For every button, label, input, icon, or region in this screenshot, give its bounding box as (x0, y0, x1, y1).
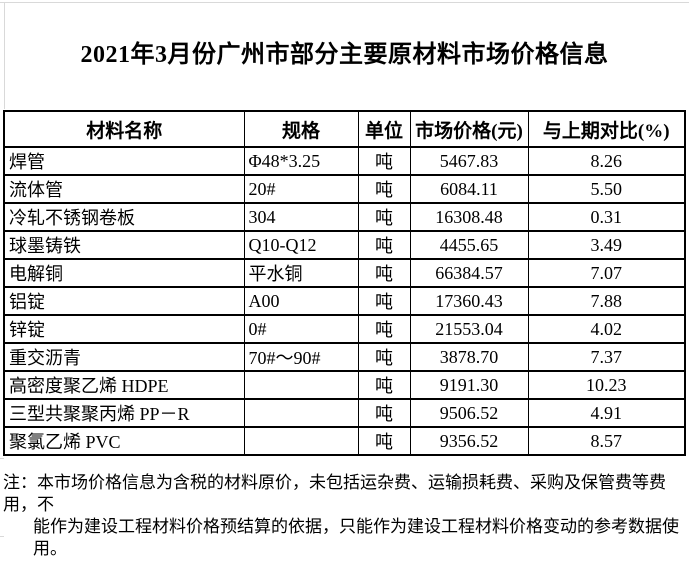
cell-material-name: 三型共聚聚丙烯 PP－R (3, 398, 245, 428)
cell-unit: 吨 (357, 174, 411, 204)
cell-price: 17360.43 (409, 286, 529, 316)
header-spec: 规格 (243, 110, 359, 148)
table-row: 锌锭 0# 吨 21553.04 4.02 (3, 314, 686, 344)
cell-change: 7.37 (527, 342, 686, 372)
cell-unit: 吨 (357, 398, 411, 428)
table-header-row: 材料名称 规格 单位 市场价格(元) 与上期对比(%) (3, 110, 686, 148)
cell-change: 4.02 (527, 314, 686, 344)
cell-unit: 吨 (357, 426, 411, 456)
cell-price: 4455.65 (409, 230, 529, 260)
cell-price: 5467.83 (409, 146, 529, 176)
cell-material-name: 球墨铸铁 (3, 230, 245, 260)
cell-spec: A00 (243, 286, 359, 316)
cell-material-name: 电解铜 (3, 258, 245, 288)
cell-material-name: 聚氯乙烯 PVC (3, 426, 245, 456)
cell-spec (243, 370, 359, 400)
cell-unit: 吨 (357, 258, 411, 288)
cell-spec: 0# (243, 314, 359, 344)
footnote-line-2: 能作为建设工程材料价格预结算的依据，只能作为建设工程材料价格变动的参考数据使用。 (33, 517, 679, 558)
cell-change: 8.26 (527, 146, 686, 176)
cell-change: 10.23 (527, 370, 686, 400)
cell-spec (243, 398, 359, 428)
gridline-stub (0, 536, 4, 537)
table-row: 聚氯乙烯 PVC 吨 9356.52 8.57 (3, 426, 686, 456)
table-row: 重交沥青 70#～90# 吨 3878.70 7.37 (3, 342, 686, 372)
cell-change: 7.07 (527, 258, 686, 288)
cell-change: 3.49 (527, 230, 686, 260)
cell-unit: 吨 (357, 286, 411, 316)
cell-spec: Q10-Q12 (243, 230, 359, 260)
page-title: 2021年3月份广州市部分主要原材料市场价格信息 (80, 42, 609, 68)
footnote: 注：本市场价格信息为含税的材料原价，未包括运杂费、运输损耗费、采购及保管费等费用… (3, 472, 686, 560)
material-price-table: 材料名称 规格 单位 市场价格(元) 与上期对比(%) 焊管 Φ48*3.25 … (3, 110, 686, 456)
table-row: 三型共聚聚丙烯 PP－R 吨 9506.52 4.91 (3, 398, 686, 428)
cell-spec: 304 (243, 202, 359, 232)
cell-price: 66384.57 (409, 258, 529, 288)
cell-unit: 吨 (357, 202, 411, 232)
header-material-name: 材料名称 (3, 110, 245, 148)
cell-change: 4.91 (527, 398, 686, 428)
cell-material-name: 高密度聚乙烯 HDPE (3, 370, 245, 400)
cell-spec (243, 426, 359, 456)
table-row: 冷轧不锈钢卷板 304 吨 16308.48 0.31 (3, 202, 686, 232)
cell-price: 3878.70 (409, 342, 529, 372)
gridline-left (4, 2, 5, 109)
cell-material-name: 铝锭 (3, 286, 245, 316)
cell-unit: 吨 (357, 230, 411, 260)
cell-spec: 20# (243, 174, 359, 204)
cell-unit: 吨 (357, 342, 411, 372)
table-row: 铝锭 A00 吨 17360.43 7.88 (3, 286, 686, 316)
footnote-line-1: 注：本市场价格信息为含税的材料原价，未包括运杂费、运输损耗费、采购及保管费等费用… (3, 473, 666, 514)
cell-material-name: 锌锭 (3, 314, 245, 344)
cell-unit: 吨 (357, 370, 411, 400)
table-row: 电解铜 平水铜 吨 66384.57 7.07 (3, 258, 686, 288)
cell-price: 9191.30 (409, 370, 529, 400)
gridline-top (0, 2, 689, 3)
cell-change: 0.31 (527, 202, 686, 232)
header-change-vs-last: 与上期对比(%) (527, 110, 686, 148)
cell-price: 16308.48 (409, 202, 529, 232)
cell-price: 9506.52 (409, 398, 529, 428)
cell-material-name: 流体管 (3, 174, 245, 204)
cell-spec: Φ48*3.25 (243, 146, 359, 176)
cell-change: 8.57 (527, 426, 686, 456)
cell-material-name: 重交沥青 (3, 342, 245, 372)
cell-unit: 吨 (357, 146, 411, 176)
cell-change: 5.50 (527, 174, 686, 204)
table-row: 流体管 20# 吨 6084.11 5.50 (3, 174, 686, 204)
table-row: 高密度聚乙烯 HDPE 吨 9191.30 10.23 (3, 370, 686, 400)
cell-price: 9356.52 (409, 426, 529, 456)
header-unit: 单位 (357, 110, 411, 148)
cell-unit: 吨 (357, 314, 411, 344)
cell-price: 21553.04 (409, 314, 529, 344)
cell-material-name: 冷轧不锈钢卷板 (3, 202, 245, 232)
header-market-price: 市场价格(元) (409, 110, 529, 148)
cell-price: 6084.11 (409, 174, 529, 204)
cell-material-name: 焊管 (3, 146, 245, 176)
table-row: 球墨铸铁 Q10-Q12 吨 4455.65 3.49 (3, 230, 686, 260)
cell-spec: 平水铜 (243, 258, 359, 288)
table-row: 焊管 Φ48*3.25 吨 5467.83 8.26 (3, 146, 686, 176)
cell-change: 7.88 (527, 286, 686, 316)
cell-spec: 70#～90# (243, 342, 359, 372)
gridline-stub (0, 458, 4, 459)
